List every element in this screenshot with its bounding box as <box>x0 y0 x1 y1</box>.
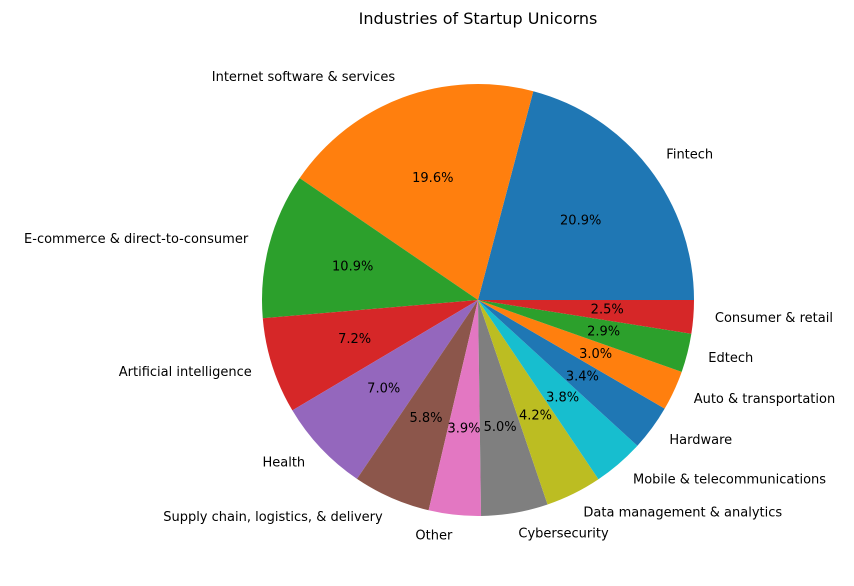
pie-percent-label-supply-chain-logistics-delivery: 5.8% <box>409 411 442 426</box>
pie-slice-data-management-analytics <box>478 300 599 505</box>
pie-slice-mobile-telecommunications <box>478 300 638 480</box>
pie-percent-label-internet-software-services: 19.6% <box>412 171 453 186</box>
pie-percent-label-edtech: 2.9% <box>587 324 620 339</box>
pie-slice-auto-transportation <box>478 300 682 409</box>
pie-slice-hardware <box>478 300 665 446</box>
pie-percent-label-data-management-analytics: 4.2% <box>519 409 552 424</box>
pie-slice-artificial-intelligence <box>262 300 478 411</box>
pie-category-label-e-commerce-direct-to-consumer: E-commerce & direct-to-consumer <box>24 232 249 247</box>
pie-percent-label-hardware: 3.4% <box>566 369 599 384</box>
pie-slice-e-commerce-direct-to-consumer <box>262 178 478 319</box>
pie-percent-labels: 20.9% 19.6% 10.9% 7.2% 7.0% 5.8% 3.9% 5.0%4.2% 3… <box>332 171 624 436</box>
pie-slice-edtech <box>478 300 692 372</box>
pie-category-label-hardware: Hardware <box>669 433 732 448</box>
pie-percent-label-other: 3.9% <box>447 421 480 436</box>
pie-percent-label-consumer-retail: 2.5% <box>591 303 624 318</box>
pie-slice-consumer-retail <box>478 300 694 334</box>
pie-category-label-auto-transportation: Auto & transportation <box>694 392 836 407</box>
pie-percent-label-fintech: 20.9% <box>560 214 601 229</box>
pie-category-label-mobile-telecommunications: Mobile & telecommunications <box>633 473 826 488</box>
pie-category-label-supply-chain-logistics-delivery: Supply chain, logistics, & delivery <box>163 510 383 525</box>
pie-slice-fintech <box>478 91 694 301</box>
pie-category-label-fintech: Fintech <box>666 148 713 163</box>
pie-slices <box>262 84 694 516</box>
pie-slice-internet-software-services <box>299 84 534 300</box>
pie-category-label-artificial-intelligence: Artificial intelligence <box>119 365 252 380</box>
pie-category-label-consumer-retail: Consumer & retail <box>715 311 833 326</box>
chart-title: Industries of Startup Unicorns <box>359 9 598 28</box>
pie-percent-label-auto-transportation: 3.0% <box>579 347 612 362</box>
pie-percent-label-health: 7.0% <box>367 381 400 396</box>
pie-slice-supply-chain-logistics-delivery <box>356 300 478 511</box>
pie-percent-label-e-commerce-direct-to-consumer: 10.9% <box>332 260 373 275</box>
pie-category-labels: Fintech Internet software & services E-com… <box>24 70 835 544</box>
pie-percent-label-artificial-intelligence: 7.2% <box>338 332 371 347</box>
pie-category-label-data-management-analytics: Data management & analytics <box>583 505 782 520</box>
pie-percent-label-cybersecurity: 5.0% <box>484 420 517 435</box>
pie-slice-health <box>292 300 478 479</box>
pie-category-label-cybersecurity: Cybersecurity <box>518 527 609 542</box>
pie-category-label-edtech: Edtech <box>708 351 753 366</box>
pie-slice-cybersecurity <box>478 300 548 516</box>
pie-category-label-health: Health <box>262 456 305 471</box>
pie-category-label-other: Other <box>415 529 453 544</box>
pie-percent-label-mobile-telecommunications: 3.8% <box>546 391 579 406</box>
pie-slice-other <box>428 300 482 516</box>
pie-category-label-internet-software-services: Internet software & services <box>212 70 396 85</box>
